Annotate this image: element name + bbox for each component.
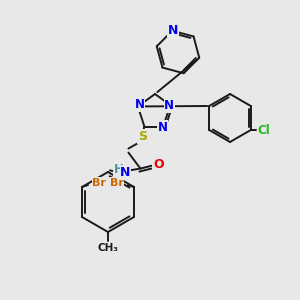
Text: Br: Br [92, 178, 106, 188]
Text: N: N [164, 99, 174, 112]
Text: O: O [153, 158, 164, 171]
Text: N: N [135, 98, 145, 111]
Text: Br: Br [110, 178, 124, 188]
Text: CH₃: CH₃ [98, 243, 118, 253]
Text: S: S [138, 130, 147, 143]
Text: N: N [120, 166, 130, 179]
Text: Cl: Cl [257, 124, 270, 136]
Text: N: N [158, 121, 168, 134]
Text: N: N [168, 24, 178, 37]
Text: H: H [113, 163, 123, 176]
